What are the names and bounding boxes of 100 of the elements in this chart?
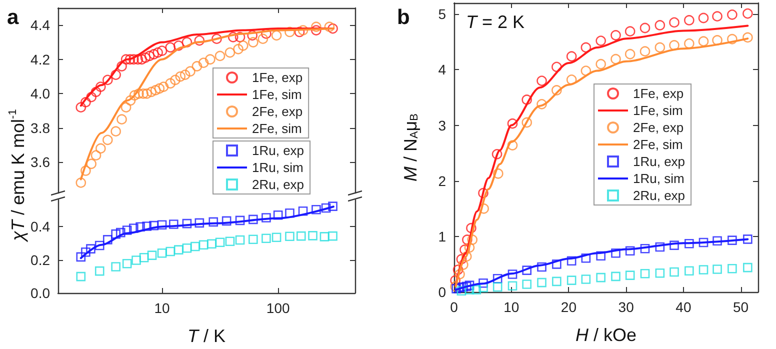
x-tick-label: 40	[676, 299, 692, 315]
legend-label: 1Ru, sim	[252, 160, 304, 175]
point	[610, 54, 621, 64]
y-axis-title: M / NAμB	[400, 113, 420, 182]
point	[507, 118, 518, 129]
point	[596, 272, 606, 282]
point	[684, 266, 694, 276]
legend-label: 2Fe, sim	[252, 121, 302, 136]
legend-label: 2Ru, exp	[633, 188, 686, 203]
y-tick-label: 3.6	[30, 154, 50, 170]
point	[611, 272, 620, 282]
x-tick-label: 10	[154, 300, 170, 316]
point	[684, 38, 694, 49]
point	[712, 35, 722, 46]
point	[566, 51, 577, 62]
point	[727, 34, 738, 44]
point	[462, 282, 472, 292]
point	[522, 266, 532, 275]
point	[581, 274, 591, 284]
point	[493, 168, 504, 179]
point	[596, 36, 606, 46]
point	[478, 282, 488, 292]
point	[458, 282, 468, 292]
point	[566, 276, 576, 285]
legend-label: 2Ru, exp	[252, 177, 304, 192]
point	[452, 284, 461, 294]
point	[580, 42, 592, 53]
point	[727, 10, 738, 20]
legend-label: 1Ru, exp	[252, 143, 304, 158]
legend-label: 1Ru, exp	[633, 154, 686, 169]
point	[536, 76, 547, 86]
point	[670, 240, 679, 250]
y-tick-label: 1	[438, 228, 446, 244]
legend-label: 1Ru, sim	[633, 171, 684, 186]
x-tick-label: 50	[733, 299, 749, 315]
x-axis-title: H / kOe	[575, 325, 637, 345]
point	[728, 264, 737, 274]
point	[478, 278, 488, 288]
point	[467, 234, 478, 245]
point	[655, 268, 665, 278]
point	[684, 239, 694, 248]
point	[624, 26, 636, 36]
point	[580, 66, 592, 76]
y-tick-label: 5	[438, 6, 446, 22]
x-axis-title: T / K	[187, 326, 226, 346]
point	[712, 264, 722, 274]
point	[492, 149, 502, 160]
point	[462, 234, 472, 245]
point	[537, 262, 546, 272]
point	[698, 265, 708, 274]
point	[581, 253, 591, 263]
point	[522, 94, 532, 105]
point	[669, 40, 680, 50]
point	[456, 254, 467, 264]
point	[684, 15, 694, 26]
point	[640, 46, 650, 56]
point	[464, 242, 475, 253]
point	[460, 244, 470, 255]
legend-label: 1Fe, sim	[252, 87, 302, 102]
x-tick-label: 0	[450, 299, 458, 315]
point	[742, 8, 753, 19]
x-tick-label: 30	[618, 299, 634, 315]
point	[466, 222, 476, 234]
point	[492, 274, 502, 284]
point	[552, 276, 562, 286]
point	[698, 36, 709, 46]
point	[640, 244, 650, 254]
y-tick-label: 4	[438, 62, 446, 78]
point	[478, 203, 489, 214]
chart-title: a	[7, 6, 19, 29]
point	[625, 246, 635, 256]
point	[596, 251, 606, 261]
point	[640, 269, 650, 278]
y-tick-label: 0.4	[30, 218, 50, 235]
point	[507, 140, 518, 150]
annotation: T = 2 K	[466, 12, 525, 32]
legend-label: 2Fe, sim	[633, 137, 683, 152]
point	[552, 85, 562, 96]
point	[669, 17, 680, 28]
point	[536, 99, 547, 110]
point	[742, 32, 753, 43]
point	[611, 248, 620, 258]
x-tick-label: 20	[560, 299, 577, 315]
point	[566, 74, 577, 85]
y-axis-title: χT / emu K mol-1	[7, 109, 28, 243]
legend-label: 2Fe, exp	[633, 120, 684, 135]
point	[478, 188, 488, 198]
point	[537, 278, 546, 288]
point	[610, 30, 621, 40]
legend-label: 1Fe, exp	[633, 86, 684, 101]
y-tick-label: 0	[438, 284, 446, 300]
point	[743, 262, 752, 272]
point	[655, 242, 665, 252]
point	[640, 22, 650, 34]
point	[670, 267, 679, 277]
point	[698, 238, 708, 248]
point	[522, 280, 532, 289]
point	[712, 236, 722, 246]
point	[458, 260, 468, 270]
x-tick-label: 10	[504, 299, 520, 315]
